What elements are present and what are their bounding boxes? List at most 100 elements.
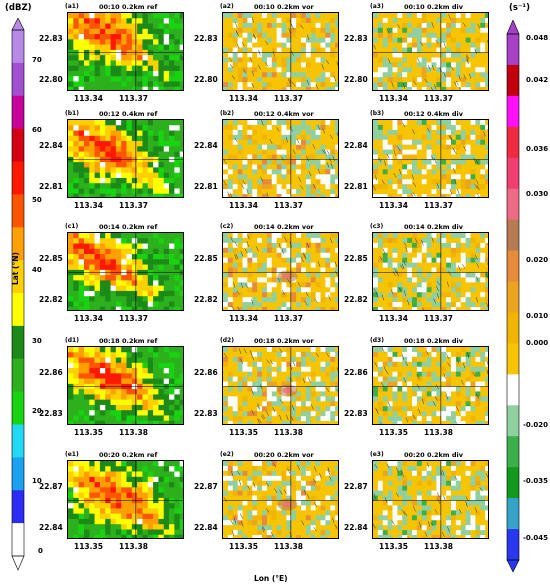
lon-tick: 113.38: [119, 542, 148, 551]
lon-tick: 113.37: [119, 201, 148, 210]
left-colorbar-tick: 30: [32, 336, 42, 345]
lat-tick: 22.81: [194, 182, 218, 191]
lat-tick: 22.84: [344, 141, 368, 150]
lat-tick: 22.87: [194, 482, 218, 491]
panel-div: [372, 460, 489, 539]
panel-ref: [67, 119, 184, 198]
lon-tick: 113.34: [74, 314, 103, 323]
vor-field: [223, 461, 338, 538]
panel-title: 00:18 0.2km vor: [254, 337, 314, 345]
lon-tick: 113.35: [379, 542, 408, 551]
lat-tick: 22.81: [39, 182, 63, 191]
lat-tick: 22.83: [344, 409, 368, 418]
right-colorbar-tick: 0.030: [526, 190, 549, 198]
lon-tick: 113.34: [229, 94, 258, 103]
lat-tick: 22.83: [344, 34, 368, 43]
panel-title: 00:20 0.2km ref: [99, 451, 158, 459]
lat-tick: 22.85: [39, 254, 63, 263]
lat-tick: 22.85: [344, 254, 368, 263]
right-colorbar-tick: 0.020: [526, 256, 549, 264]
lon-tick: 113.35: [229, 428, 258, 437]
lat-tick: 22.81: [344, 182, 368, 191]
left-colorbar-tick: 50: [32, 196, 42, 205]
vor-field: [223, 233, 338, 310]
lon-tick: 113.34: [379, 201, 408, 210]
panel-label: (e2): [220, 451, 234, 458]
lon-tick: 113.38: [119, 428, 148, 437]
panel-label: (a1): [65, 3, 79, 10]
vor-field: [223, 120, 338, 197]
panel-label: (c2): [220, 223, 234, 230]
panel-div: [372, 12, 489, 91]
lat-tick: 22.83: [39, 34, 63, 43]
lon-tick: 113.38: [274, 542, 303, 551]
panel-label: (e3): [370, 451, 384, 458]
panel-ref: [67, 232, 184, 311]
lon-tick: 113.37: [274, 314, 303, 323]
lon-tick: 113.38: [274, 428, 303, 437]
lon-tick: 113.37: [274, 201, 303, 210]
lon-tick: 113.37: [274, 94, 303, 103]
panel-div: [372, 232, 489, 311]
lat-tick: 22.86: [344, 368, 368, 377]
x-axis-label: Lon (°E): [254, 574, 288, 583]
left-colorbar: [11, 18, 25, 571]
right-colorbar-tick: -0.020: [523, 421, 549, 429]
lon-tick: 113.37: [119, 94, 148, 103]
right-colorbar-tick: -0.045: [523, 534, 549, 542]
lat-tick: 22.87: [39, 482, 63, 491]
lon-tick: 113.34: [229, 201, 258, 210]
panel-title: 00:18 0.2km div: [404, 337, 463, 345]
lon-tick: 113.34: [74, 201, 103, 210]
left-colorbar-tick: 70: [32, 56, 42, 65]
lon-tick: 113.38: [424, 542, 453, 551]
ref-field: [68, 120, 183, 197]
vor-field: [223, 13, 338, 90]
right-colorbar: [506, 20, 520, 573]
right-colorbar-tick: -0.035: [523, 477, 549, 485]
panel-title: 00:10 0.2km ref: [99, 3, 158, 11]
lat-tick: 22.86: [39, 368, 63, 377]
lon-tick: 113.34: [229, 314, 258, 323]
lat-tick: 22.84: [194, 523, 218, 532]
right-colorbar-tick: 0.042: [526, 76, 549, 84]
panel-title: 00:18 0.2km ref: [99, 337, 158, 345]
lon-tick: 113.34: [379, 314, 408, 323]
left-colorbar-tick: 20: [32, 406, 42, 415]
panel-ref: [67, 346, 184, 425]
panel-title: 00:10 0.2km vor: [254, 3, 314, 11]
lat-tick: 22.86: [194, 368, 218, 377]
ref-field: [68, 347, 183, 424]
panel-vor: [222, 346, 339, 425]
lon-tick: 113.34: [379, 94, 408, 103]
panel-title: 00:14 0.2km ref: [99, 223, 158, 231]
lon-tick: 113.38: [424, 428, 453, 437]
lon-tick: 113.35: [74, 542, 103, 551]
left-colorbar-tick: 60: [32, 126, 42, 135]
panel-title: 00:12 0.4km div: [404, 110, 463, 118]
lat-tick: 22.80: [39, 75, 63, 84]
panel-label: (c3): [370, 223, 384, 230]
panel-vor: [222, 119, 339, 198]
div-field: [373, 120, 488, 197]
panel-label: (d1): [65, 337, 79, 344]
panel-vor: [222, 460, 339, 539]
panel-label: (b2): [220, 110, 234, 117]
right-colorbar-tick: 0.000: [526, 339, 549, 347]
div-field: [373, 461, 488, 538]
left-colorbar-tick: 40: [32, 266, 42, 275]
lat-tick: 22.83: [194, 34, 218, 43]
panel-vor: [222, 12, 339, 91]
lon-tick: 113.35: [74, 428, 103, 437]
ref-field: [68, 233, 183, 310]
right-colorbar-unit: (s⁻¹): [509, 3, 531, 13]
lon-tick: 113.37: [119, 314, 148, 323]
lon-tick: 113.37: [424, 314, 453, 323]
ref-field: [68, 461, 183, 538]
left-colorbar-unit: (dBZ): [5, 3, 32, 13]
panel-label: (b3): [370, 110, 384, 117]
right-colorbar-tick: 0.036: [526, 145, 549, 153]
lat-tick: 22.84: [39, 523, 63, 532]
panel-div: [372, 346, 489, 425]
right-colorbar-tick: 0.048: [526, 34, 549, 42]
